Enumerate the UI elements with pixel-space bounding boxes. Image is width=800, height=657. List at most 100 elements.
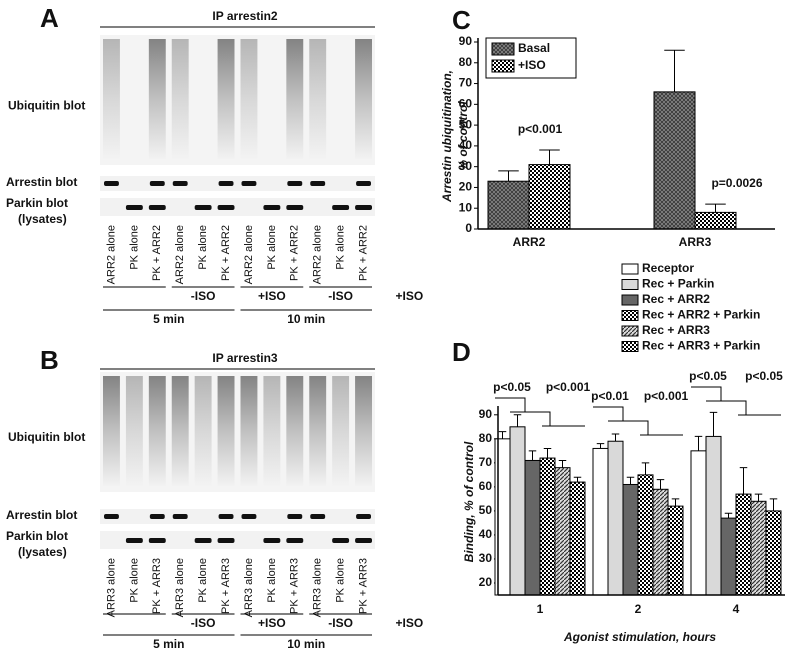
band: [241, 181, 257, 186]
annotation: p=0.0026: [711, 176, 762, 190]
bar: [509, 426, 526, 596]
lane-label: PK alone: [197, 558, 209, 603]
y-label-line: Arrestin ubiquitination,: [440, 70, 454, 203]
y-tick-label: 10: [459, 200, 473, 214]
y-tick-label: 60: [459, 97, 473, 111]
panel-letter: B: [40, 345, 59, 375]
lane-label: ARR3 alone: [312, 558, 324, 617]
condition: -ISO: [328, 289, 353, 303]
bar: [652, 488, 669, 596]
lane-label: ARR3 alone: [174, 558, 186, 617]
band: [310, 514, 326, 519]
error-bar: [611, 433, 620, 442]
legend-label: Receptor: [642, 261, 694, 275]
smear: [332, 376, 350, 486]
annotation: p<0.05: [689, 369, 727, 383]
legend-label: Rec + ARR3 + Parkin: [642, 339, 760, 353]
legend-label: Rec + ARR2 + Parkin: [642, 308, 760, 322]
time: 5 min: [153, 312, 184, 326]
bar: [690, 450, 707, 596]
bar: [539, 457, 556, 596]
condition: -ISO: [191, 616, 216, 630]
bar: [667, 505, 684, 596]
y-tick-label: 90: [459, 34, 473, 48]
smear: [217, 376, 235, 486]
bar: [487, 180, 530, 230]
y-axis-label: Binding, % of control: [462, 441, 476, 562]
lane-label: PK + ARR2: [220, 225, 232, 281]
bar: [735, 493, 752, 596]
error-bar: [664, 49, 685, 92]
y-tick-label: 20: [479, 575, 493, 589]
lane-label: PK alone: [128, 558, 140, 603]
lane-label: PK alone: [266, 558, 278, 603]
lane-label: PK alone: [335, 558, 347, 603]
band: [287, 181, 303, 186]
annotation: p<0.05: [745, 369, 783, 383]
y-tick-label: 0: [465, 221, 472, 235]
smear: [171, 376, 189, 486]
legend-swatch: [491, 42, 515, 56]
band: [172, 514, 188, 519]
bar: [592, 447, 609, 596]
band: [218, 181, 234, 186]
bar: [607, 440, 624, 596]
band: [263, 538, 281, 543]
smear: [286, 39, 304, 159]
blot-label: (lysates): [18, 212, 67, 226]
legend-label: Basal: [518, 41, 550, 55]
band: [355, 538, 372, 543]
band: [332, 205, 350, 210]
annotation: p<0.05: [493, 380, 531, 394]
x-axis-label: Agonist stimulation, hours: [563, 630, 716, 644]
y-tick-label: 30: [459, 159, 473, 173]
band: [286, 538, 304, 543]
bar: [637, 474, 654, 596]
y-axis-label: Arrestin ubiquitination,% of control: [440, 70, 470, 203]
error-bar: [739, 467, 748, 495]
band: [125, 538, 143, 543]
y-tick-label: 50: [459, 117, 473, 131]
band: [332, 538, 350, 543]
time: 5 min: [153, 637, 184, 651]
y-tick-label: 70: [479, 455, 493, 469]
lane-label: PK + ARR2: [357, 225, 369, 281]
blot-label: Parkin blot: [6, 529, 68, 543]
annotation: p<0.001: [546, 380, 591, 394]
error-bar: [671, 498, 680, 507]
error-bar: [641, 462, 650, 475]
smear: [171, 39, 189, 159]
smear: [148, 39, 166, 159]
bar: [524, 459, 541, 596]
y-label-line: % of control: [456, 101, 470, 171]
smear: [355, 39, 372, 159]
arrestin-blot: [100, 509, 375, 524]
lane-label: PK alone: [128, 225, 140, 270]
x-tick-label: ARR3: [679, 235, 712, 249]
bracket: [495, 397, 585, 427]
condition: +ISO: [258, 616, 286, 630]
panel-letter: D: [452, 337, 471, 367]
band: [125, 205, 143, 210]
y-tick-label: 30: [479, 551, 493, 565]
band: [194, 538, 212, 543]
smear: [240, 39, 258, 159]
error-bar: [694, 435, 703, 451]
legend-label: Rec + ARR3: [642, 323, 710, 337]
error-bar: [558, 459, 567, 468]
y-tick-label: 60: [479, 479, 493, 493]
lane-label: PK + ARR2: [151, 225, 163, 281]
legend-swatch: [621, 294, 639, 306]
ubiquitin-blot: [100, 372, 375, 492]
band: [149, 514, 165, 519]
smear: [286, 376, 304, 486]
lane-label: PK + ARR2: [289, 225, 301, 281]
x-tick-label: 1: [537, 602, 544, 616]
lane-label: ARR2 alone: [243, 225, 255, 284]
blot-label: Arrestin blot: [6, 175, 77, 189]
smear: [103, 376, 120, 486]
lane-label: PK alone: [266, 225, 278, 270]
condition: -ISO: [191, 289, 216, 303]
ip-label: IP arrestin3: [212, 351, 277, 365]
band: [241, 514, 257, 519]
